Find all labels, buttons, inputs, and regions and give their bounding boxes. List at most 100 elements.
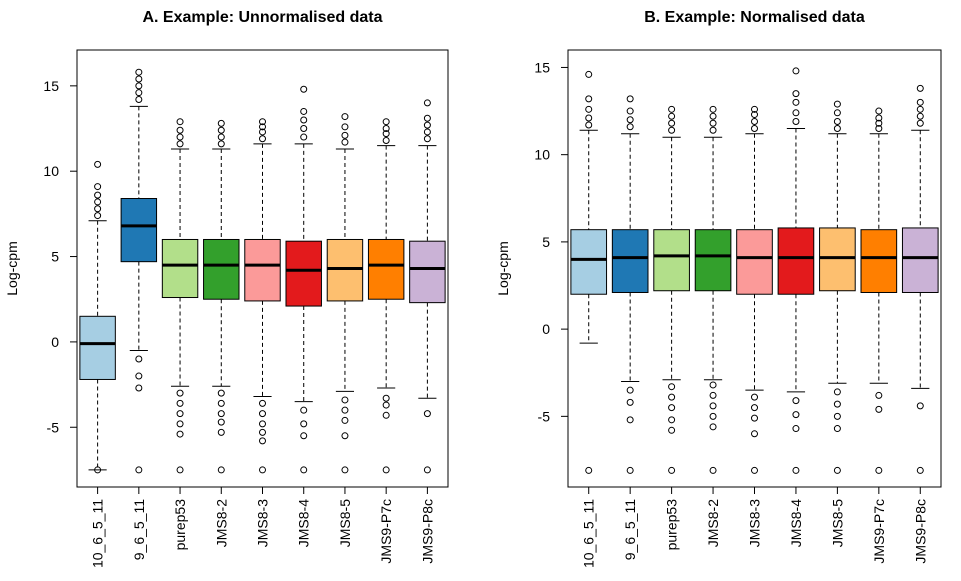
outlier <box>176 430 184 438</box>
box <box>409 240 446 304</box>
outlier <box>833 125 841 133</box>
box <box>611 229 649 293</box>
plot-frame <box>567 49 942 488</box>
outlier <box>751 111 758 119</box>
outlier <box>875 466 883 474</box>
outlier <box>709 466 717 474</box>
outlier <box>382 118 390 126</box>
outlier <box>259 420 266 428</box>
outlier <box>382 394 390 402</box>
outlier <box>259 399 266 407</box>
outlier <box>709 105 717 113</box>
outlier <box>176 410 184 418</box>
outlier <box>94 191 102 199</box>
box <box>736 229 773 295</box>
outlier <box>382 401 390 409</box>
outlier <box>792 67 800 75</box>
outlier <box>176 389 184 397</box>
outlier <box>176 118 184 126</box>
outlier <box>176 399 184 407</box>
outlier <box>751 125 758 133</box>
outlier <box>94 212 102 220</box>
outlier <box>382 125 390 133</box>
y-tick-label: 15 <box>43 78 59 94</box>
outlier <box>423 121 431 129</box>
outlier <box>875 125 883 133</box>
outlier <box>217 428 225 436</box>
plot-frame <box>76 49 449 488</box>
outlier <box>792 397 800 405</box>
outlier <box>875 391 883 399</box>
outlier <box>585 466 593 474</box>
outlier <box>300 466 308 474</box>
outlier <box>259 128 266 136</box>
x-tick-label: JMS9-P8c <box>912 499 928 564</box>
outlier <box>751 393 758 401</box>
outlier <box>300 420 308 428</box>
outlier <box>259 410 266 418</box>
outlier <box>833 109 841 117</box>
outlier <box>916 84 924 92</box>
outlier <box>423 114 431 122</box>
y-tick-label: 0 <box>542 321 550 337</box>
outlier <box>916 112 924 120</box>
outlier <box>341 123 349 131</box>
outlier <box>916 105 924 113</box>
outlier <box>626 123 634 131</box>
outlier <box>300 432 308 440</box>
y-tick-label: -5 <box>538 408 551 424</box>
outlier <box>833 466 841 474</box>
outlier <box>833 118 841 126</box>
outlier <box>259 118 266 126</box>
outlier <box>709 423 717 431</box>
outlier <box>751 105 758 113</box>
outlier <box>709 119 717 127</box>
outlier <box>875 114 883 122</box>
outlier <box>423 135 431 143</box>
outlier <box>709 402 717 410</box>
outlier <box>135 96 143 104</box>
box <box>285 240 322 307</box>
outlier <box>423 466 431 474</box>
outlier <box>135 82 143 90</box>
outlier <box>833 100 841 108</box>
outlier <box>626 398 634 406</box>
outlier <box>709 391 717 399</box>
x-tick-label: 9_6_5_11 <box>131 499 147 560</box>
outlier <box>668 105 676 113</box>
outlier <box>916 402 924 410</box>
y-tick-label: 10 <box>534 147 550 163</box>
outlier <box>709 412 717 420</box>
outlier <box>668 126 676 134</box>
y-tick-label: 5 <box>542 234 550 250</box>
outlier <box>135 75 143 83</box>
outlier <box>217 399 225 407</box>
outlier <box>792 90 800 98</box>
outlier <box>217 119 225 127</box>
outlier <box>751 414 758 422</box>
box <box>367 238 405 300</box>
outlier <box>668 404 676 412</box>
y-tick-label: 15 <box>534 59 550 75</box>
outlier <box>875 119 883 127</box>
outlier <box>300 116 308 124</box>
y-tick-label: 5 <box>51 249 59 265</box>
outlier <box>585 70 593 78</box>
box <box>79 315 116 380</box>
x-tick-label: JMS8-4 <box>788 499 804 547</box>
x-tick-label: JMS8-3 <box>255 499 271 547</box>
outlier <box>135 372 143 380</box>
outlier <box>423 128 431 136</box>
box <box>653 229 690 292</box>
outlier <box>833 425 841 433</box>
outlier <box>626 416 634 424</box>
outlier <box>135 466 143 474</box>
outlier <box>668 393 676 401</box>
outlier <box>300 107 308 115</box>
outlier <box>217 133 225 141</box>
outlier <box>751 466 758 474</box>
x-tick-label: JMS9-P7c <box>871 499 887 564</box>
outlier <box>916 119 924 127</box>
outlier <box>217 410 225 418</box>
outlier <box>792 466 800 474</box>
